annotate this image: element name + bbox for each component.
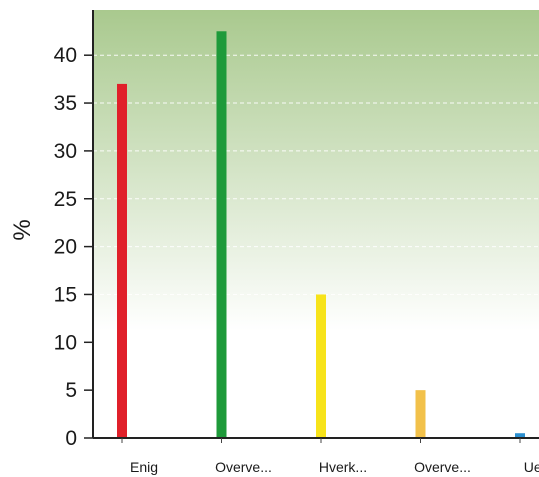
x-tick-label-3: Overve... xyxy=(414,459,471,475)
y-tick-label-1: 5 xyxy=(65,379,77,402)
y-tick-label-8: 40 xyxy=(54,44,77,67)
y-tick-label-4: 20 xyxy=(54,236,77,259)
x-tick-label-0: Enig xyxy=(130,459,158,475)
y-tick-label-2: 10 xyxy=(54,331,77,354)
y-axis-title: % xyxy=(9,219,36,240)
y-tick-label-0: 0 xyxy=(65,427,77,450)
bar-2 xyxy=(316,294,326,438)
y-tick-label-5: 25 xyxy=(54,188,77,211)
y-tick-label-6: 30 xyxy=(54,140,77,163)
y-tick-label-7: 35 xyxy=(54,92,77,115)
x-tick-label-1: Overve... xyxy=(215,459,272,475)
y-tick-label-3: 15 xyxy=(54,283,77,306)
bar-3 xyxy=(415,390,426,438)
gridlines xyxy=(93,54,539,391)
y-axis-ticks: 0 5 10 15 20 25 30 35 40 xyxy=(54,44,93,450)
x-tick-label-4: Uenig xyxy=(524,459,539,475)
bar-0 xyxy=(117,83,127,438)
x-tick-label-2: Hverk... xyxy=(319,459,367,475)
bar-4 xyxy=(515,433,525,438)
bars xyxy=(117,31,525,439)
x-axis-ticks: Enig Overve... Hverk... Overve... Uenig xyxy=(121,438,539,475)
bar-1 xyxy=(216,31,227,439)
